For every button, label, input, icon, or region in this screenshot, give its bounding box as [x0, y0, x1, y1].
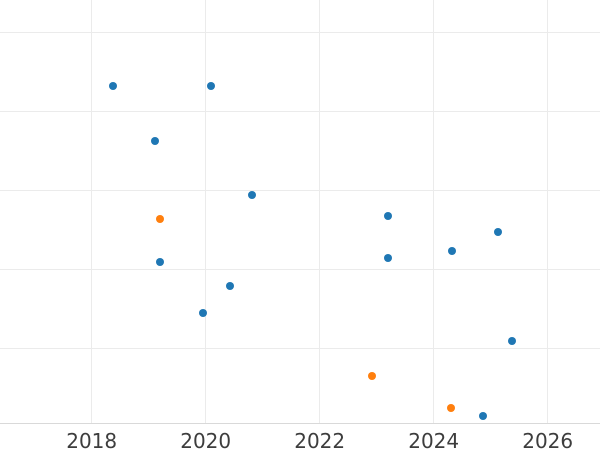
gridline-horizontal [0, 269, 600, 271]
gridline-vertical [547, 0, 549, 423]
scatter-point-series-blue[interactable] [109, 82, 118, 91]
x-tick-label: 2024 [408, 429, 460, 450]
scatter-point-series-blue[interactable] [479, 411, 488, 420]
scatter-point-series-blue[interactable] [207, 81, 216, 90]
gridline-horizontal [0, 32, 600, 34]
x-tick-label: 2020 [180, 429, 232, 450]
scatter-point-series-blue[interactable] [494, 227, 503, 236]
plot-area [0, 0, 600, 424]
scatter-point-series-blue[interactable] [226, 282, 235, 291]
scatter-point-series-blue[interactable] [155, 257, 164, 266]
scatter-point-series-blue[interactable] [384, 253, 393, 262]
scatter-point-series-orange[interactable] [155, 215, 164, 224]
gridline-vertical [205, 0, 207, 423]
scatter-point-series-blue[interactable] [507, 336, 516, 345]
gridline-vertical [91, 0, 93, 423]
scatter-point-series-blue[interactable] [447, 246, 456, 255]
scatter-point-series-blue[interactable] [383, 211, 392, 220]
gridline-horizontal [0, 190, 600, 192]
gridline-horizontal [0, 348, 600, 350]
gridline-vertical [319, 0, 321, 423]
gridline-horizontal [0, 111, 600, 113]
scatter-point-series-blue[interactable] [150, 136, 159, 145]
x-tick-label: 2026 [522, 429, 574, 450]
x-tick-label: 2018 [66, 429, 118, 450]
x-tick-label: 2022 [294, 429, 346, 450]
gridline-vertical [433, 0, 435, 423]
scatter-point-series-blue[interactable] [198, 309, 207, 318]
scatter-point-series-blue[interactable] [247, 191, 256, 200]
scatter-point-series-orange[interactable] [368, 372, 377, 381]
scatter-point-series-orange[interactable] [446, 403, 455, 412]
